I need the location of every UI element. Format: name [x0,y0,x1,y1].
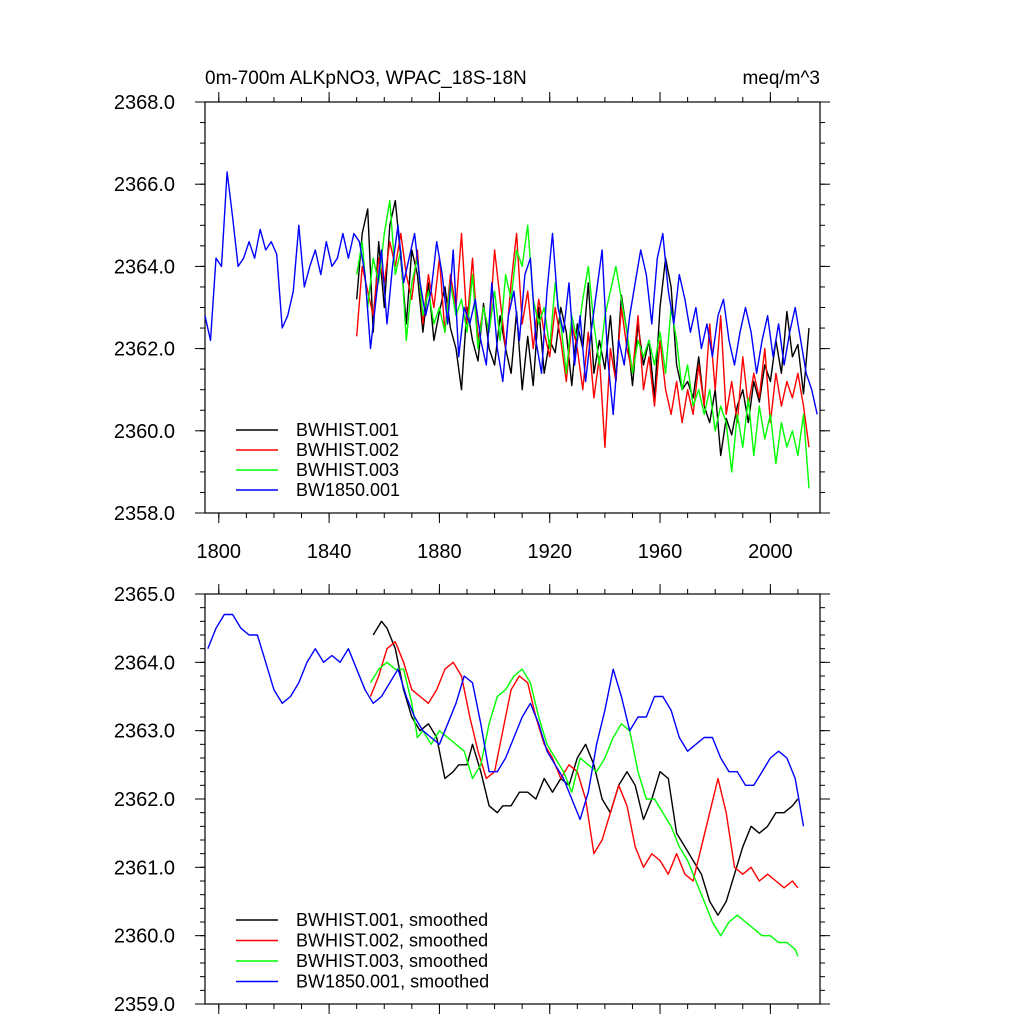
bottom-series-line-4 [207,613,805,827]
top-x-tick-label: 1840 [307,541,352,563]
top-series-line-2 [356,232,810,448]
top-x-tick-label: 1880 [417,541,462,563]
bottom-legend-label-3: BWHIST.003, smoothed [296,951,488,971]
bottom-y-tick-label: 2363.0 [114,721,175,743]
bottom-y-tick-label: 2361.0 [114,857,175,879]
top-y-tick-label: 2368.0 [114,92,175,114]
top-panel: 0m-700m ALKpNO3, WPAC_18S-18N meq/m^3 23… [114,68,830,563]
top-y-tick-label: 2362.0 [114,339,175,361]
bottom-legend-label-4: BW1850.001, smoothed [296,972,489,992]
bottom-y-tick-label: 2359.0 [114,994,175,1016]
top-legend-label-1: BWHIST.001 [296,420,399,440]
top-y-tick-label: 2360.0 [114,421,175,443]
top-legend-label-4: BW1850.001 [296,480,400,500]
bottom-series-line-3 [369,661,799,957]
bottom-series-line-1 [372,620,799,916]
bottom-y-tick-label: 2365.0 [114,584,175,606]
bottom-y-tick-label: 2364.0 [114,652,175,674]
top-panel-title: 0m-700m ALKpNO3, WPAC_18S-18N [205,68,527,89]
top-legend-label-3: BWHIST.003 [296,460,399,480]
top-series-line-3 [356,199,810,489]
top-series-line-4 [204,171,818,416]
top-y-tick-label: 2366.0 [114,174,175,196]
top-x-tick-label: 1800 [197,541,242,563]
top-legend-label-2: BWHIST.002 [296,440,399,460]
bottom-panel: 2359.0 2360.0 2361.0 2362.0 2363.0 2364.0 2365… [114,584,830,1016]
bottom-series-line-2 [369,641,799,889]
top-y-tick-label: 2358.0 [114,503,175,525]
top-panel-units: meq/m^3 [742,68,820,89]
bottom-legend-label-1: BWHIST.001, smoothed [296,910,488,930]
bottom-y-tick-label: 2362.0 [114,789,175,811]
top-x-tick-label: 2000 [748,541,793,563]
top-x-tick-label: 1960 [638,541,683,563]
top-x-tick-label: 1920 [527,541,572,563]
bottom-legend-label-2: BWHIST.002, smoothed [296,931,488,951]
top-y-tick-label: 2364.0 [114,256,175,278]
bottom-y-tick-label: 2360.0 [114,926,175,948]
